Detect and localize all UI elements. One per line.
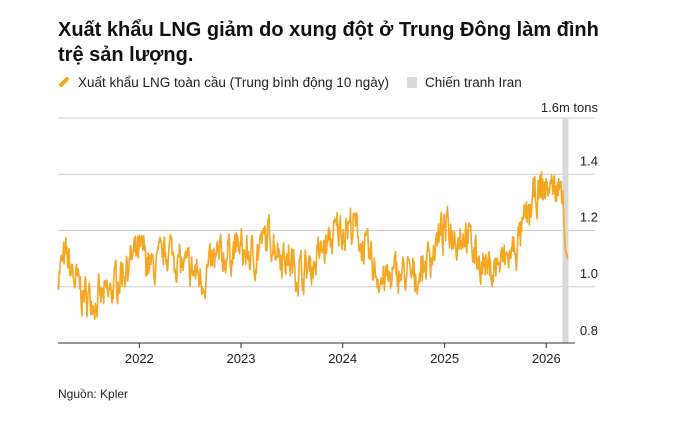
x-tick-label: 2023 xyxy=(227,351,256,366)
x-tick-label: 2022 xyxy=(125,351,154,366)
y-tick-label: 0.8 xyxy=(580,323,598,338)
y-tick-label: 1.4 xyxy=(580,153,598,168)
legend: Xuất khẩu LNG toàn cầu (Trung bình động … xyxy=(58,74,522,90)
x-tick-label: 2026 xyxy=(532,351,561,366)
iran-war-shaded-region xyxy=(562,118,569,343)
legend-shade-label: Chiến tranh Iran xyxy=(424,74,522,90)
gridlines xyxy=(58,117,595,288)
y-axis-labels: 0.8 1.0 1.2 1.4 xyxy=(580,153,598,338)
x-axis-ticks: 2022 2023 2024 2025 2026 xyxy=(125,343,561,366)
legend-series-label: Xuất khẩu LNG toàn cầu (Trung bình động … xyxy=(78,74,389,90)
legend-shade-swatch xyxy=(406,76,417,88)
legend-item-series: Xuất khẩu LNG toàn cầu (Trung bình động … xyxy=(58,75,389,90)
y-axis-unit-label: 1.6m tons xyxy=(541,100,599,115)
series-line-lng-exports xyxy=(57,171,569,320)
y-tick-label: 1.0 xyxy=(580,266,598,281)
x-tick-label: 2024 xyxy=(328,351,357,366)
chart-title: Xuất khẩu LNG giảm do xung đột ở Trung Đ… xyxy=(58,19,599,66)
y-tick-label: 1.2 xyxy=(580,210,598,225)
x-tick-label: 2025 xyxy=(430,351,459,366)
source-note: Nguồn: Kpler xyxy=(58,387,129,401)
legend-item-shade: Chiến tranh Iran xyxy=(389,75,522,90)
